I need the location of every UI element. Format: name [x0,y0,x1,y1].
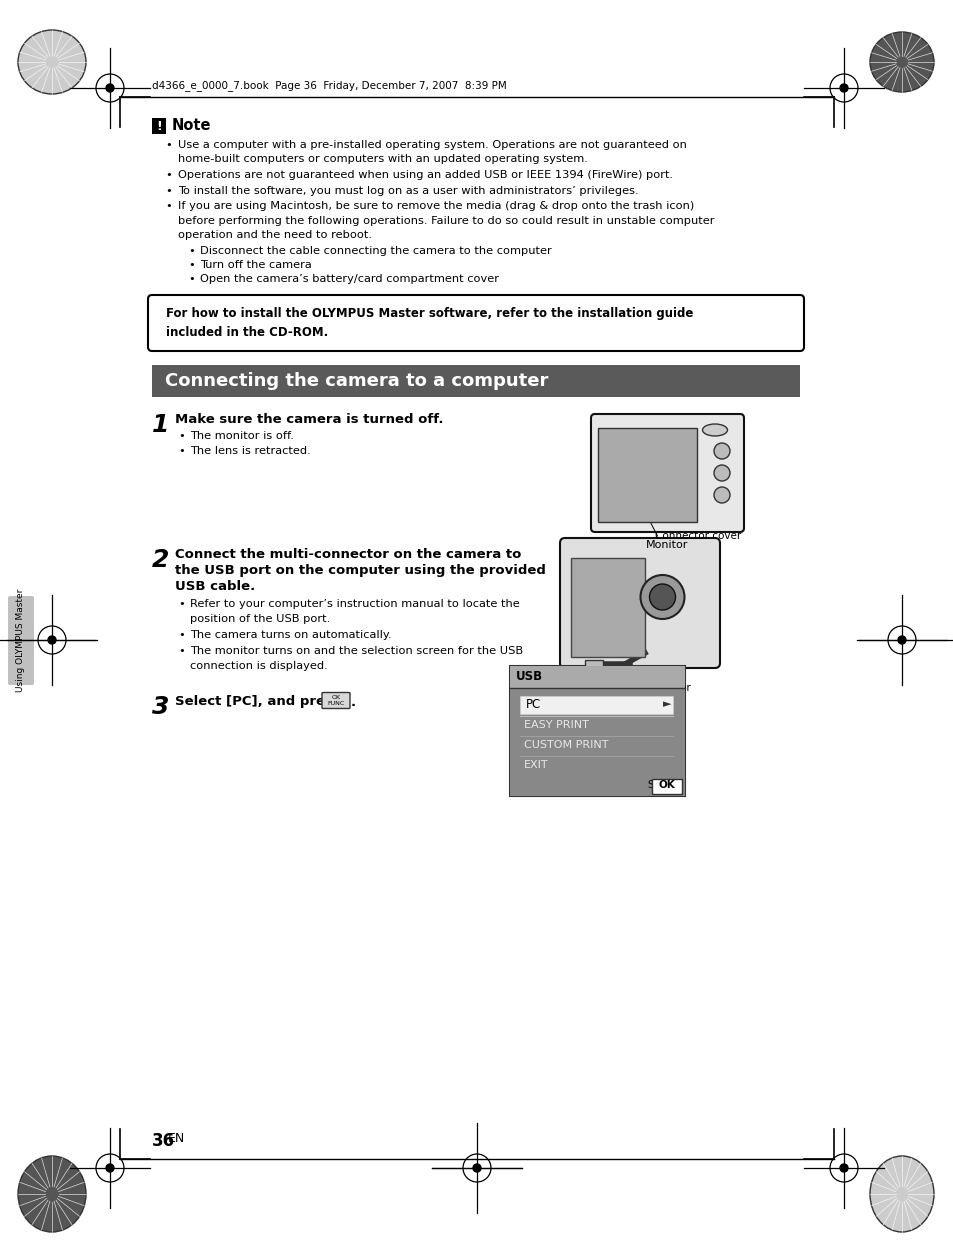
Text: 36: 36 [152,1132,175,1150]
FancyBboxPatch shape [571,558,644,657]
Text: connection is displayed.: connection is displayed. [190,661,328,671]
Circle shape [473,1164,480,1172]
FancyBboxPatch shape [148,295,803,350]
Text: .: . [351,696,355,708]
Circle shape [840,1164,847,1172]
Circle shape [649,584,675,610]
Text: Use a computer with a pre-installed operating system. Operations are not guarant: Use a computer with a pre-installed oper… [178,139,686,149]
Text: 2: 2 [152,548,170,571]
Circle shape [106,84,113,92]
Text: For how to install the OLYMPUS Master software, refer to the installation guide
: For how to install the OLYMPUS Master so… [166,306,693,339]
Bar [510,666,684,795]
Text: USB cable.: USB cable. [174,580,255,593]
Text: position of the USB port.: position of the USB port. [190,613,330,623]
Text: •: • [165,139,172,149]
Text: Turn off the camera: Turn off the camera [200,260,312,270]
Text: The monitor is off.: The monitor is off. [190,431,294,441]
Text: •: • [188,260,194,270]
Bar [152,365,800,397]
FancyBboxPatch shape [584,659,602,668]
Text: •: • [165,186,172,196]
Text: •: • [178,431,185,441]
Text: Monitor: Monitor [645,540,688,550]
Ellipse shape [701,425,727,436]
Text: •: • [178,446,185,456]
Text: •: • [188,245,194,255]
Text: The lens is retracted.: The lens is retracted. [190,446,311,456]
Text: OK: OK [658,780,675,790]
Circle shape [713,465,729,481]
Text: operation and the need to reboot.: operation and the need to reboot. [178,230,372,240]
Circle shape [713,487,729,502]
Text: Connecting the camera to a computer: Connecting the camera to a computer [165,372,548,391]
Text: To install the software, you must log on as a user with administrators’ privileg: To install the software, you must log on… [178,186,638,196]
Bar [519,696,672,713]
FancyBboxPatch shape [651,779,681,794]
Circle shape [48,636,56,644]
Text: Multi-connector: Multi-connector [608,683,690,693]
Text: •: • [165,170,172,180]
Ellipse shape [18,30,86,94]
Text: The camera turns on automatically.: The camera turns on automatically. [190,631,392,641]
Text: the USB port on the computer using the provided: the USB port on the computer using the p… [174,564,545,577]
Bar [510,687,684,795]
FancyBboxPatch shape [598,428,697,522]
Bar [152,118,166,134]
Circle shape [840,84,847,92]
Bar [510,666,684,687]
FancyBboxPatch shape [590,414,743,533]
Text: •: • [178,647,185,657]
Text: Make sure the camera is turned off.: Make sure the camera is turned off. [174,413,443,426]
FancyBboxPatch shape [559,538,720,668]
Text: home-built computers or computers with an updated operating system.: home-built computers or computers with a… [178,154,587,165]
Text: Operations are not guaranteed when using an added USB or IEEE 1394 (FireWire) po: Operations are not guaranteed when using… [178,170,673,180]
Text: PC: PC [525,698,540,711]
Circle shape [897,636,905,644]
Text: USB: USB [516,669,542,683]
Text: ►: ► [662,700,671,710]
Circle shape [713,443,729,458]
Circle shape [639,575,684,619]
Text: SET►: SET► [647,780,675,790]
Text: Disconnect the cable connecting the camera to the computer: Disconnect the cable connecting the came… [200,245,551,255]
Text: Select [PC], and press: Select [PC], and press [174,696,340,708]
Text: Note: Note [172,118,212,133]
Text: !: ! [156,119,162,132]
Text: EN: EN [168,1132,185,1145]
Text: EASY PRINT: EASY PRINT [523,720,588,730]
Text: Using OLYMPUS Master: Using OLYMPUS Master [16,589,26,692]
Text: 1: 1 [152,413,170,437]
Text: 3: 3 [152,696,170,720]
Text: CUSTOM PRINT: CUSTOM PRINT [523,740,608,750]
Text: OK
FUNC: OK FUNC [327,696,344,706]
Text: d4366_e_0000_7.book  Page 36  Friday, December 7, 2007  8:39 PM: d4366_e_0000_7.book Page 36 Friday, Dece… [152,80,506,90]
Ellipse shape [18,1156,86,1232]
Text: Connect the multi-connector on the camera to: Connect the multi-connector on the camer… [174,548,521,561]
Text: Open the camera’s battery/card compartment cover: Open the camera’s battery/card compartme… [200,275,498,285]
Text: Refer to your computer’s instruction manual to locate the: Refer to your computer’s instruction man… [190,599,519,609]
Text: Connector cover: Connector cover [655,531,740,541]
FancyBboxPatch shape [8,597,34,685]
FancyBboxPatch shape [322,692,350,708]
Text: If you are using Macintosh, be sure to remove the media (drag & drop onto the tr: If you are using Macintosh, be sure to r… [178,201,694,211]
Text: •: • [178,631,185,641]
Text: before performing the following operations. Failure to do so could result in uns: before performing the following operatio… [178,216,714,226]
Ellipse shape [869,31,933,92]
Text: •: • [188,275,194,285]
Text: •: • [165,201,172,211]
Text: •: • [178,599,185,609]
Circle shape [106,1164,113,1172]
Text: EXIT: EXIT [523,760,548,770]
Ellipse shape [869,1156,933,1232]
Text: The monitor turns on and the selection screen for the USB: The monitor turns on and the selection s… [190,647,522,657]
